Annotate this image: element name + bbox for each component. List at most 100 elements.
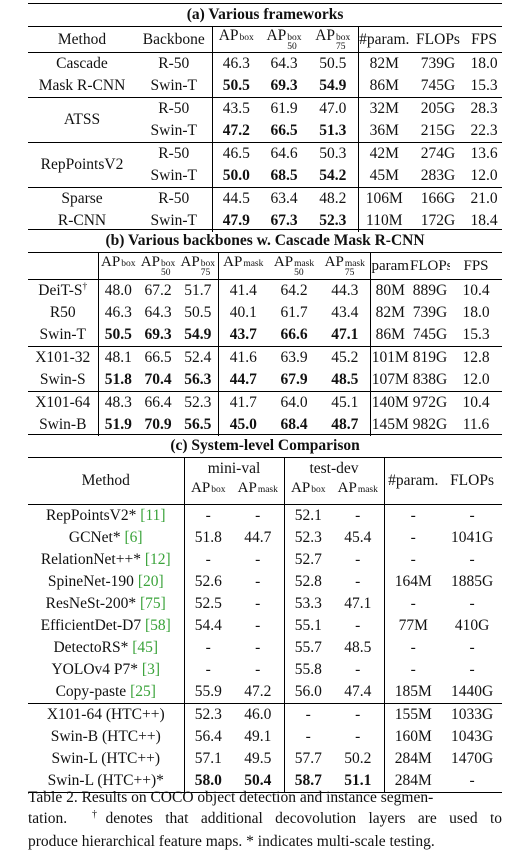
cell: 52.3 [319,212,347,229]
cell: 47.0 [308,97,358,120]
table-c-title: (c) System-level Comparison [28,434,503,458]
cell: Swin-T [150,212,198,229]
cell: 739G [410,52,466,75]
cell: 50.4 [232,770,284,793]
cell: 51.3 [319,122,347,139]
table-row: Swin-L (HTC++) 57.1 49.5 57.7 50.2 284M 1470G [28,748,502,770]
cell: 82M [357,52,410,75]
citation-link[interactable]: [75] [139,595,166,612]
table-row: SpineNet-190 [20] 52.6 - 52.8 - 164M 1885G [28,571,502,593]
cell: 52.8 [283,571,332,593]
cell: 43.4 [331,304,359,321]
table-b-title-row: (b) Various backbones w. Cascade Mask R-… [28,229,503,253]
table-row: Swin-T 50.5 69.3 54.9 43.7 66.6 47.1 86M 745G 15.… [28,324,502,347]
ap75-mask-header: AP mask 75 [320,252,370,280]
cell: 49.5 [244,750,272,767]
backbone-cell: X101-32 [28,346,98,369]
table-row: R50 46.3 64.3 50.5 40.1 61.7 43.4 82M 739G 18.0 [28,302,502,324]
cell: 56.4 [183,726,232,748]
citation-link[interactable]: [20] [137,573,164,590]
cell: 48.0 [97,279,138,302]
cell: 56.3 [184,371,212,388]
cell: 52.5 [183,593,232,615]
cell: 52.4 [178,346,218,369]
cell: 50.5 [308,52,358,75]
cell: 55.1 [283,615,332,637]
method-cell: Swin-L (HTC++) [51,750,161,767]
cell: - [255,573,261,590]
citation-link[interactable]: [6] [124,529,143,546]
cell: 18.0 [466,52,503,75]
table-row: Swin-S 51.8 70.4 56.3 44.7 67.9 48.5 107M 838G 12… [28,369,502,392]
cell: 11.6 [462,416,490,433]
cell: - [355,551,361,568]
table-row: X101-64 48.3 66.4 52.3 41.7 64.0 45.1 140M 972G 1… [28,391,503,414]
citation-link[interactable]: [45] [132,639,159,656]
params-header: #param. [383,457,442,505]
cell: 56.0 [283,681,332,704]
cell: 66.5 [270,122,298,139]
testdev-ap-box-header: AP box [283,480,332,505]
ap-mask-header: AP mask [217,252,268,280]
cell: 745G [412,326,448,343]
cell: 51.7 [178,279,218,302]
cell: 67.9 [280,371,308,388]
method-cell: Swin-B (HTC++) [50,728,161,745]
cell: 51.9 [97,414,138,436]
ap75-box-header: AP box 75 [308,26,358,53]
cell: 57.7 [283,748,332,770]
table-row: Swin-T 47.9 67.3 52.3 110M 172G 18.4 [28,210,502,232]
cell: 50.5 [97,324,138,347]
cell: 44.7 [217,369,268,392]
cell: - [255,661,261,678]
cell: 45.0 [217,414,268,436]
method-cell: DetectoRS* [45] [53,639,159,656]
cell: 819G [410,346,450,369]
cell: - [255,639,261,656]
method-cell: GCNet* [6] [68,529,143,546]
table-row: Swin-B (HTC++) 56.4 49.1- -160M 1043G [28,726,502,748]
cell: 45.2 [320,346,370,369]
cell: 889G [410,279,450,302]
backbone-cell: X101-64 [28,391,98,414]
cell: 48.5 [331,371,359,388]
method-header: Method [28,457,184,505]
method-cell: Copy-paste [25] [55,683,156,700]
cell: 51.8 [183,527,232,549]
citation-link[interactable]: [3] [141,661,160,678]
cell: 18.4 [470,212,498,229]
cell: 10.4 [450,279,503,302]
ap50-box-header: AP box 50 [260,26,308,53]
cell: 110M [357,210,410,232]
method-cell: EfficientDet-D7 [58] [40,617,171,634]
cell: 185M [383,681,442,704]
cell: - [332,703,384,726]
citation-link[interactable]: [25] [130,683,156,700]
cell: 46.3 [97,302,138,324]
citation-link[interactable]: [11] [140,507,166,524]
cell: 70.4 [144,371,172,388]
table-row: RelationNet++* [12] - -52.7- - - [28,549,502,571]
cell: 28.3 [466,97,503,120]
params-header: param [369,252,410,280]
cell: 77M [383,615,442,637]
citation-link[interactable]: [58] [144,617,171,634]
table-caption: Table 2. Results on COCO object detectio… [28,787,502,852]
method-cell: RelationNet++* [12] [40,551,171,568]
table-c-header-row-1: Method mini-val test-dev #param. FLOPs [28,457,503,505]
cell: 48.2 [308,187,358,210]
cell: 284M [383,770,442,793]
cell: 49.1 [244,728,272,745]
cell: 22.3 [470,122,498,139]
cell: 47.2 [211,120,260,143]
cell: 66.4 [138,391,178,414]
cell: - [255,551,261,568]
cell: 51.1 [332,770,384,793]
cell: 47.9 [211,210,260,232]
cell: 41.4 [217,279,268,302]
cell: 107M [369,369,410,392]
cell: 69.3 [270,77,298,94]
citation-link[interactable]: [12] [144,551,171,568]
table-row: Swin-L (HTC++)* 58.0 50.4 58.7 51.1 284M - [28,770,503,793]
